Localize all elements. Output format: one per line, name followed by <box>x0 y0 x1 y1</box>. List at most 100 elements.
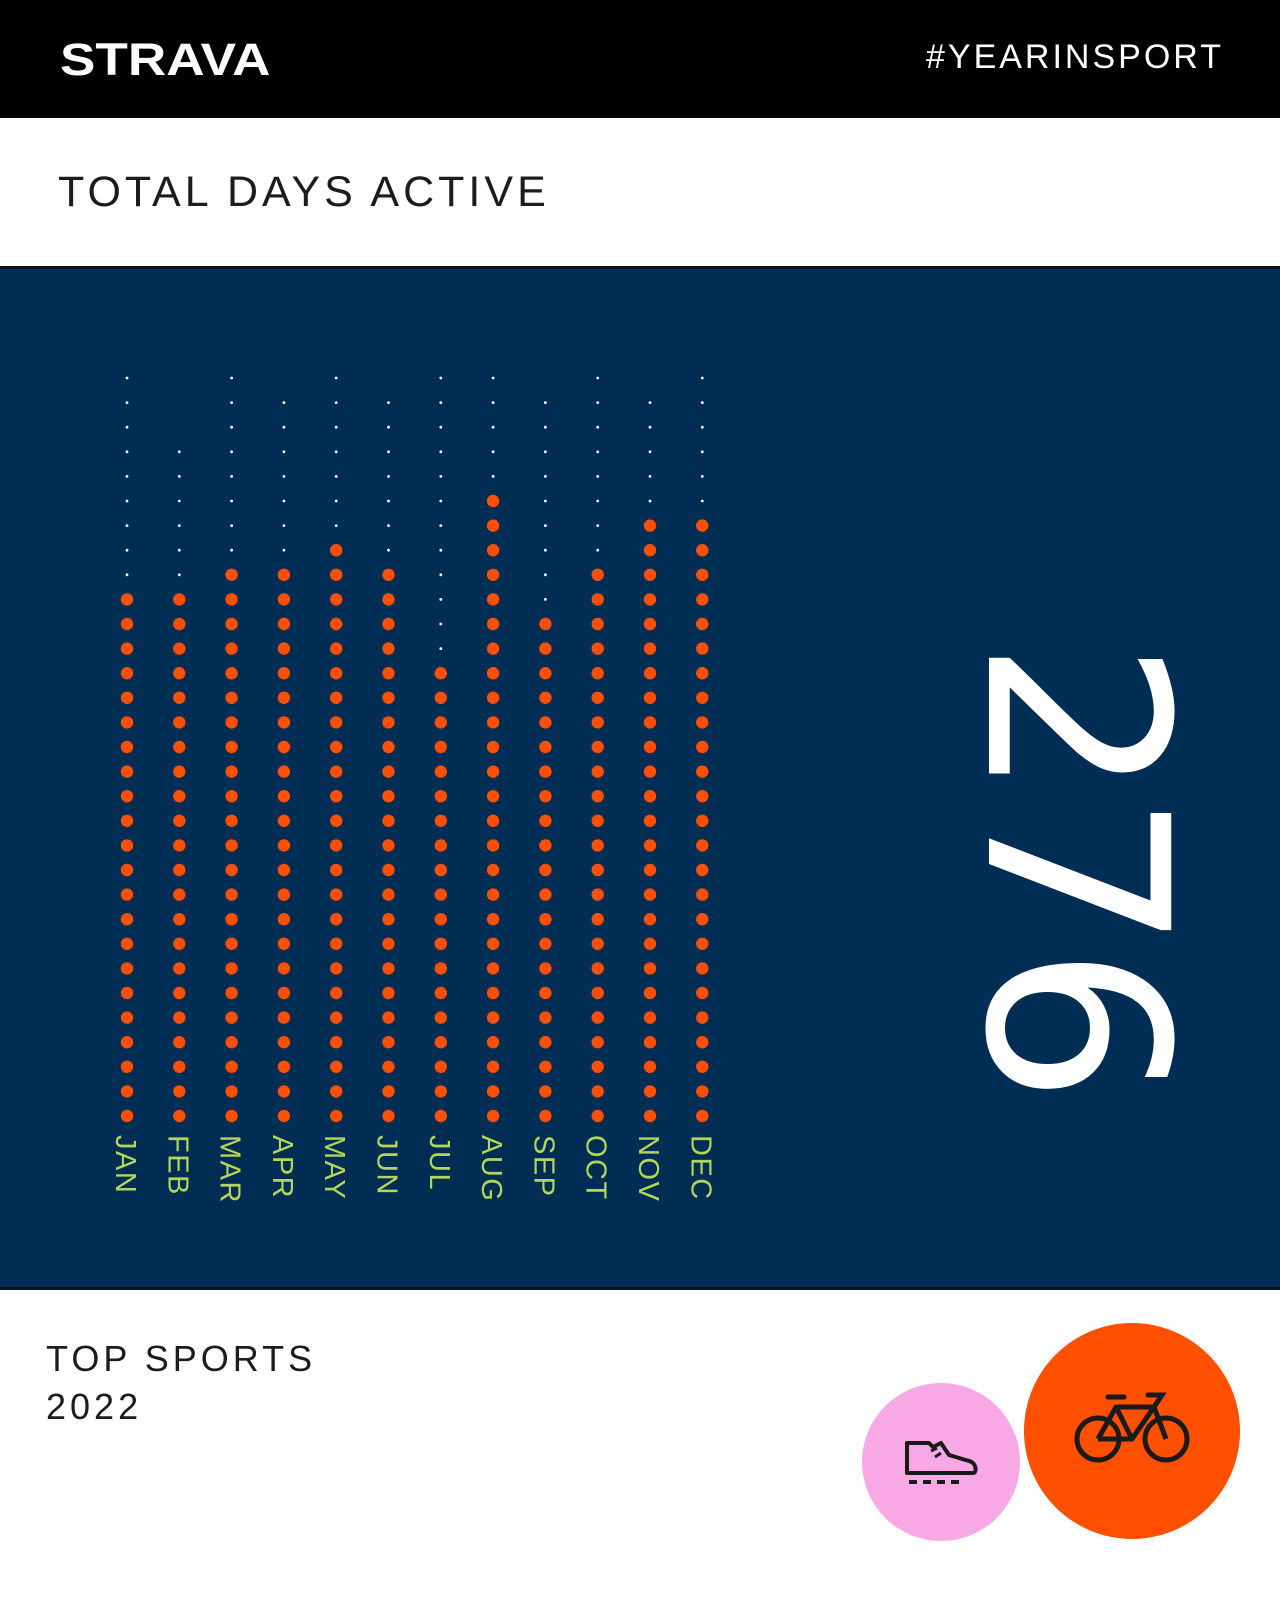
active-day-dot <box>486 740 500 754</box>
inactive-day-dot <box>439 376 443 380</box>
active-day-dot <box>434 839 447 852</box>
active-day-dot <box>330 740 343 754</box>
inactive-day-dot <box>334 425 338 429</box>
active-day-dot <box>696 544 709 557</box>
active-day-dot <box>643 568 657 581</box>
active-day-dot <box>173 1109 186 1123</box>
active-day-dot <box>277 986 291 1000</box>
inactive-day-dot <box>334 401 338 404</box>
active-day-dot <box>643 1036 657 1049</box>
inactive-day-dot <box>177 499 181 503</box>
active-day-dot <box>591 986 604 1000</box>
active-day-dot <box>330 593 343 606</box>
active-day-dot <box>382 790 395 803</box>
active-day-dot <box>120 593 134 606</box>
running-shoe-icon <box>905 1441 978 1484</box>
inactive-day-dot <box>125 524 129 527</box>
inactive-day-dot <box>125 499 129 503</box>
active-day-dot <box>643 839 657 852</box>
active-day-dot <box>173 962 186 975</box>
active-day-dot <box>539 691 552 704</box>
active-day-dot <box>277 740 291 754</box>
inactive-day-dot <box>491 401 495 404</box>
active-day-dot <box>539 790 552 803</box>
inactive-day-dot <box>648 499 652 503</box>
active-day-dot <box>591 593 604 606</box>
inactive-day-dot <box>596 450 600 454</box>
active-day-dot <box>696 1036 709 1049</box>
active-day-dot <box>434 863 447 877</box>
active-day-dot <box>696 814 709 827</box>
active-day-dot <box>434 716 447 729</box>
active-day-dot <box>382 814 395 827</box>
active-day-dot <box>120 814 134 827</box>
active-day-dot <box>591 740 604 754</box>
inactive-day-dot <box>125 401 129 404</box>
days-active-chart: JAN FEB MAR APR MAY JUN JUL AUG SEP OCT NOV DEC <box>109 376 716 1204</box>
active-day-dot <box>643 544 657 557</box>
inactive-day-dot <box>387 450 390 454</box>
active-day-dot <box>277 765 291 778</box>
active-day-dot <box>330 544 343 557</box>
active-day-dot <box>486 1109 500 1123</box>
active-day-dot <box>696 1085 709 1098</box>
inactive-day-dot <box>439 598 443 601</box>
inactive-day-dot <box>700 401 704 404</box>
active-day-dot <box>120 913 134 926</box>
active-day-dot <box>696 617 709 631</box>
active-day-dot <box>277 888 291 901</box>
active-day-dot <box>591 1011 604 1024</box>
active-day-dot <box>120 986 134 1000</box>
active-day-dot <box>591 814 604 827</box>
inactive-day-dot <box>125 425 129 429</box>
active-day-dot <box>277 913 291 926</box>
active-day-dot <box>173 814 186 827</box>
inactive-day-dot <box>334 376 338 380</box>
inactive-day-dot <box>491 450 495 454</box>
active-day-dot <box>643 642 657 655</box>
active-day-dot <box>277 568 291 581</box>
inactive-day-dot <box>230 376 234 380</box>
active-day-dot <box>225 593 238 606</box>
active-day-dot <box>539 1011 552 1024</box>
active-day-dot <box>225 913 238 926</box>
active-day-dot <box>434 691 447 704</box>
inactive-day-dot <box>544 401 547 404</box>
inactive-day-dot <box>491 376 495 380</box>
active-day-dot <box>382 1060 395 1073</box>
inactive-day-dot <box>230 524 234 527</box>
inactive-day-dot <box>700 450 704 454</box>
active-day-dot <box>643 863 657 877</box>
inactive-day-dot <box>439 450 443 454</box>
inactive-day-dot <box>125 548 129 552</box>
active-day-dot <box>330 1011 343 1024</box>
month-label: NOV <box>632 1135 664 1202</box>
active-day-dot <box>225 814 238 827</box>
active-day-dot <box>539 716 552 729</box>
active-day-dot <box>696 962 709 975</box>
active-day-dot <box>382 839 395 852</box>
inactive-day-dot <box>596 401 600 404</box>
active-day-dot <box>696 1060 709 1073</box>
active-day-dot <box>486 863 500 877</box>
active-day-dot <box>591 667 604 680</box>
inactive-day-dot <box>230 475 234 478</box>
active-day-dot <box>120 839 134 852</box>
active-day-dot <box>120 667 134 680</box>
inactive-day-dot <box>282 548 286 552</box>
active-day-dot <box>277 863 291 877</box>
inactive-day-dot <box>596 499 600 503</box>
active-day-dot <box>696 765 709 778</box>
month-label: SEP <box>527 1135 559 1198</box>
active-day-dot <box>382 642 395 655</box>
active-day-dot <box>225 642 238 655</box>
active-day-dot <box>277 1036 291 1049</box>
active-day-dot <box>277 814 291 827</box>
active-day-dot <box>486 913 500 926</box>
active-day-dot <box>330 1036 343 1049</box>
inactive-day-dot <box>596 475 600 478</box>
inactive-day-dot <box>439 499 443 503</box>
active-day-dot <box>486 888 500 901</box>
active-day-dot <box>643 913 657 926</box>
active-day-dot <box>173 863 186 877</box>
